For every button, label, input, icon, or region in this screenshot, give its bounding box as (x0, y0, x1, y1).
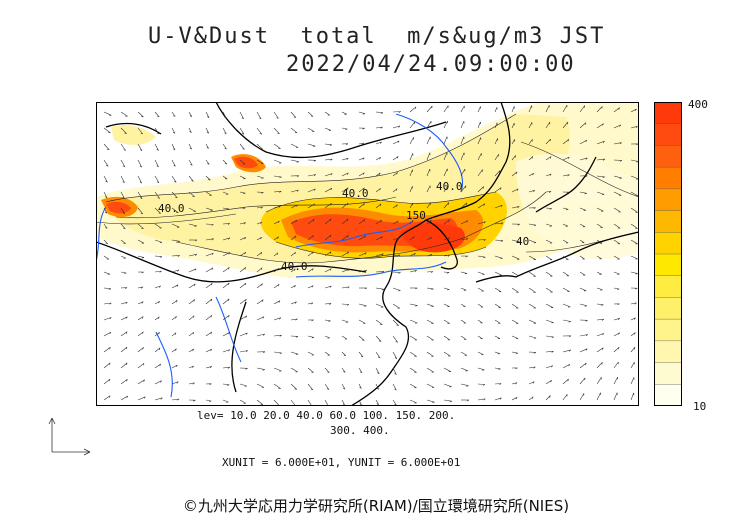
color-scale-cell (654, 254, 682, 277)
contour-levels-line2: 300. 400. (330, 424, 390, 437)
credit-footer: ©九州大学応用力学研究所(RIAM)/国立環境研究所(NIES) (182, 497, 570, 515)
contour-label: 40 (516, 235, 529, 248)
wind-vectors (103, 104, 639, 406)
color-scale-cell (654, 297, 682, 320)
dust-wind-map: 40.0 40.0 40.0 150 40 40.0 (96, 102, 639, 406)
color-scale-cell (654, 340, 682, 364)
color-scale-cell (654, 232, 682, 255)
color-scale-cell (654, 384, 682, 406)
color-scale-max: 400 (688, 98, 708, 111)
color-scale-cell (654, 167, 682, 190)
color-scale-cell (654, 210, 682, 233)
color-scale-bar (654, 102, 682, 406)
color-scale-cell (654, 102, 682, 125)
color-scale-cell (654, 145, 682, 168)
vector-units: XUNIT = 6.000E+01, YUNIT = 6.000E+01 (222, 456, 461, 469)
contour-label: 40.0 (342, 187, 369, 200)
color-scale-min: 10 (693, 400, 707, 413)
coastline-borders (96, 102, 639, 406)
contour-lines (96, 113, 639, 264)
chart-timestamp: 2022/04/24.09:00:00 (286, 52, 576, 77)
contour-label: 40.0 (436, 180, 463, 193)
contour-levels-line1: lev= 10.0 20.0 40.0 60.0 100. 150. 200. (197, 409, 456, 422)
rivers (96, 113, 464, 398)
color-scale-cell (654, 319, 682, 342)
color-scale-cell (654, 123, 682, 146)
dust-concentration-fill (96, 102, 639, 280)
contour-label: 40.0 (158, 202, 185, 215)
color-scale-cell (654, 362, 682, 385)
reference-vector-icon (48, 417, 91, 456)
chart-title: U-V&Dust total m/s&ug/m3 JST (148, 24, 606, 49)
contour-label-group: 40.0 40.0 40.0 150 40 40.0 (158, 180, 529, 273)
color-scale-cell (654, 188, 682, 212)
contour-label: 40.0 (281, 260, 308, 273)
color-scale-cell (654, 275, 682, 298)
contour-label: 150 (406, 209, 426, 222)
